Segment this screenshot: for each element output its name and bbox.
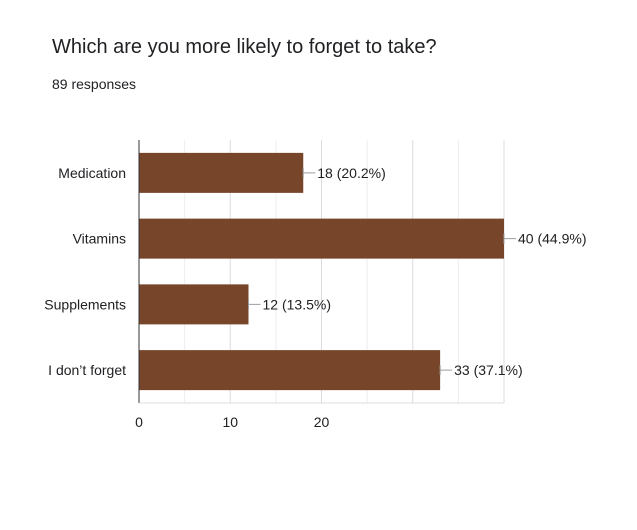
x-tick-label: 0 xyxy=(135,414,143,430)
data-label: 40 (44.9%) xyxy=(518,231,586,247)
bar xyxy=(139,152,304,193)
chart-title: Which are you more likely to forget to t… xyxy=(52,36,437,58)
category-label: Vitamins xyxy=(73,231,126,247)
data-label: 12 (13.5%) xyxy=(263,296,331,312)
category-label: I don’t forget xyxy=(48,362,126,378)
data-label: 18 (20.2%) xyxy=(317,165,385,181)
x-tick-label: 10 xyxy=(222,414,238,430)
x-tick-label: 20 xyxy=(314,414,330,430)
data-label: 33 (37.1%) xyxy=(454,362,522,378)
bar xyxy=(139,218,504,259)
category-label: Supplements xyxy=(44,296,126,312)
response-count: 89 responses xyxy=(52,76,137,92)
bar xyxy=(139,284,249,325)
category-label: Medication xyxy=(58,165,126,181)
bar xyxy=(139,350,441,391)
